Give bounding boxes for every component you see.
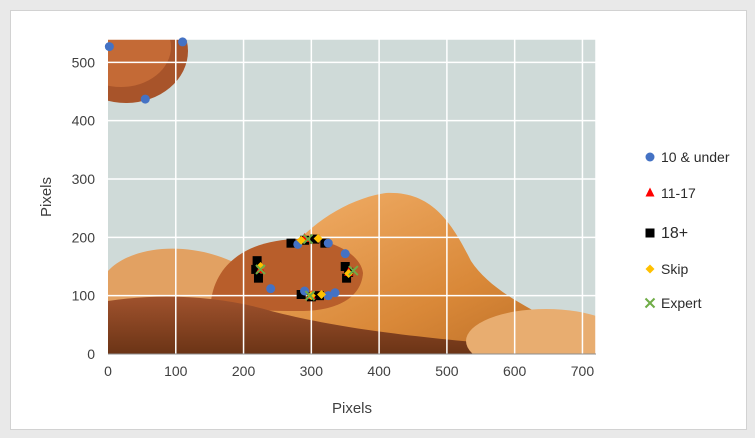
y-tick-label: 0	[87, 346, 95, 362]
x-tick-label: 300	[300, 363, 324, 379]
y-tick-label: 500	[72, 54, 96, 70]
point-skip	[313, 234, 323, 243]
point-10-under	[104, 42, 114, 52]
point-18	[251, 264, 261, 274]
legend-label-expert: Expert	[661, 295, 702, 311]
legend-marker-expert	[644, 297, 656, 309]
point-10-under	[178, 37, 188, 47]
x-tick-label: 500	[435, 363, 459, 379]
y-tick-label: 300	[72, 171, 96, 187]
x-tick-label: 700	[571, 363, 595, 379]
legend-label-11-17: 11-17	[661, 185, 696, 201]
x-tick-label: 200	[232, 363, 256, 379]
x-axis-title: Pixels	[332, 400, 372, 417]
y-tick-label: 100	[72, 288, 96, 304]
point-expert	[348, 265, 359, 276]
point-10-under	[330, 288, 340, 298]
y-tick-labels: 0 100 200 300 400 500	[72, 54, 96, 362]
y-tick-label: 200	[72, 229, 96, 245]
legend-marker-11-17	[645, 187, 655, 197]
point-expert	[302, 233, 314, 245]
point-skip	[256, 262, 265, 271]
point-18	[286, 238, 296, 248]
point-10-under	[323, 291, 333, 301]
legend-label-10-under: 10 & under	[661, 149, 730, 165]
x-tick-label: 0	[104, 363, 112, 379]
legend-marker-10-under	[645, 152, 655, 162]
data-points	[104, 37, 359, 302]
legend-marker-skip	[645, 264, 655, 274]
x-tick-label: 400	[367, 363, 391, 379]
legend: 10 & under 11-17 18+ Skip Expert	[644, 149, 730, 311]
point-18	[296, 290, 306, 299]
x-tick-label: 100	[164, 363, 188, 379]
point-18	[342, 273, 352, 283]
point-expert	[255, 264, 266, 275]
background-photo	[108, 39, 596, 354]
point-18	[252, 256, 262, 266]
chart-frame: 0 100 200 300 400 500 600 700 0 100 200 300 400 500 …	[10, 10, 747, 430]
grid-lines	[108, 38, 597, 354]
scatter-chart: 0 100 200 300 400 500 600 700 0100200300400500 …	[38, 37, 730, 417]
point-10-under	[340, 249, 350, 259]
point-10-under	[140, 94, 150, 104]
point-expert	[304, 290, 316, 301]
point-10-under	[323, 238, 333, 248]
point-skip	[317, 290, 326, 299]
legend-label-18: 18+	[661, 225, 688, 242]
y-axis-title: Pixels	[38, 177, 55, 217]
point-18	[253, 273, 263, 283]
y-tick-label: 400	[72, 113, 96, 129]
point-18	[340, 262, 350, 271]
point-skip	[344, 269, 354, 278]
legend-label-skip: Skip	[661, 261, 688, 277]
point-10-under	[266, 284, 276, 294]
x-tick-labels: 0 100 200 300 400 500 600 700	[104, 363, 594, 379]
x-tick-label: 600	[503, 363, 527, 379]
legend-marker-18	[645, 228, 655, 238]
